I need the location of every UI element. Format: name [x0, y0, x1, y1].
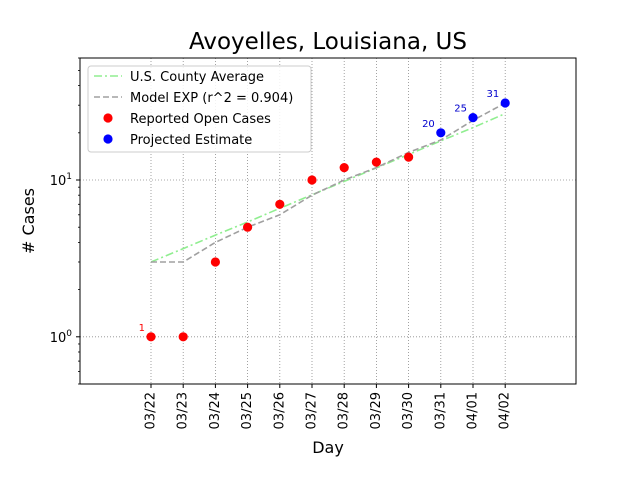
- legend-swatch: [103, 134, 113, 144]
- series-line: [151, 102, 506, 263]
- x-tick-label: 03/31: [433, 392, 448, 429]
- data-point: [146, 332, 156, 342]
- x-tick-label: 03/28: [337, 392, 352, 429]
- data-label: 1: [139, 323, 145, 334]
- data-point: [404, 152, 414, 162]
- y-axis-label: # Cases: [19, 188, 38, 254]
- data-point: [307, 175, 317, 185]
- plot-series: 1 20 25 31: [139, 89, 510, 342]
- data-point: [210, 257, 220, 267]
- x-axis-label: Day: [312, 438, 344, 457]
- legend-swatch: [103, 113, 113, 123]
- data-point: [468, 113, 478, 123]
- x-tick-label: 03/30: [401, 392, 416, 429]
- data-point: [243, 222, 253, 232]
- legend-label: Model EXP (r^2 = 0.904): [130, 91, 293, 106]
- legend-label: Reported Open Cases: [130, 112, 271, 127]
- x-tick-label: 03/27: [305, 392, 320, 429]
- x-tick-label: 03/22: [144, 392, 159, 429]
- data-label: 25: [454, 104, 467, 115]
- data-point: [178, 332, 188, 342]
- x-tick-label: 04/01: [466, 392, 481, 429]
- x-tick-label: 03/29: [369, 392, 384, 429]
- data-point: [339, 162, 349, 173]
- legend: U.S. County Average Model EXP (r^2 = 0.90…: [87, 65, 312, 153]
- x-tick-label: 03/26: [272, 392, 287, 429]
- legend-box: [87, 65, 312, 153]
- legend-label: Projected Estimate: [130, 133, 252, 148]
- x-tick-label: 03/24: [208, 392, 223, 429]
- data-label: 31: [486, 89, 499, 100]
- chart-title: Avoyelles, Louisiana, US: [189, 29, 467, 55]
- plot-frame: [79, 57, 577, 385]
- x-tick-label: 03/25: [240, 392, 255, 429]
- y-tick-label: 101: [50, 172, 72, 189]
- x-tick-label: 04/02: [498, 392, 513, 429]
- y-tick-label: 100: [50, 329, 73, 346]
- data-point: [275, 199, 285, 209]
- data-point: [436, 128, 446, 138]
- axes: 03/22 03/23 03/24 03/25 03/26 03/27 03/28 03/29…: [50, 57, 577, 429]
- data-point: [500, 98, 510, 108]
- x-tick-label: 03/23: [176, 392, 191, 429]
- legend-label: U.S. County Average: [130, 70, 264, 85]
- data-label: 20: [422, 119, 435, 130]
- data-point: [371, 157, 381, 167]
